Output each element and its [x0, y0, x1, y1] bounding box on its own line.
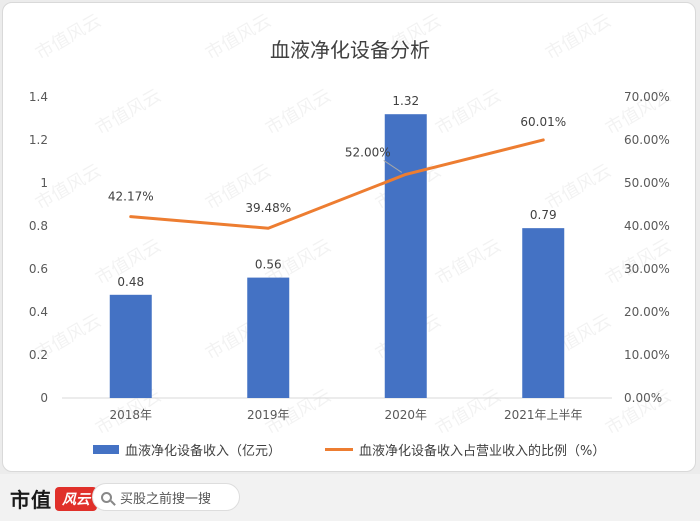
watermark-text: 市值风云 — [92, 85, 165, 139]
x-tick-label: 2019年 — [247, 408, 290, 422]
y-left-tick-label: 1.2 — [29, 133, 48, 147]
bar — [247, 277, 290, 398]
y-left-tick-label: 0.6 — [29, 262, 48, 276]
y-right-tick-label: 70.00% — [624, 90, 670, 104]
bar — [109, 294, 152, 398]
legend-label-ratio: 血液净化设备收入占营业收入的比例（%） — [359, 444, 606, 459]
watermark-text: 市值风云 — [432, 85, 505, 139]
brand-mark: 风云 — [55, 486, 97, 511]
y-right-tick-label: 20.00% — [624, 305, 670, 319]
bar-value-label: 1.32 — [392, 94, 419, 108]
line-series — [129, 138, 545, 230]
line-value-label: 60.01% — [520, 115, 566, 129]
y-left-tick-label: 0.4 — [29, 305, 48, 319]
y-right-tick-label: 10.00% — [624, 348, 670, 362]
bar-value-label: 0.56 — [255, 258, 282, 272]
brand-logo[interactable]: 市值 风云 — [10, 484, 97, 513]
y-right-tick-label: 60.00% — [624, 133, 670, 147]
y-left-tick-label: 1.4 — [29, 90, 48, 104]
y-right-tick-label: 40.00% — [624, 219, 670, 233]
chart-title: 血液净化设备分析 — [270, 38, 430, 62]
line-value-label: 52.00% — [345, 145, 391, 159]
watermark-text: 市值风云 — [32, 10, 105, 64]
watermark-text: 市值风云 — [262, 85, 335, 139]
search-box[interactable]: 买股之前搜一搜 — [92, 483, 240, 511]
watermark-text: 市值风云 — [542, 160, 615, 214]
x-tick-label: 2020年 — [384, 408, 427, 422]
legend-item-revenue: 血液净化设备收入（亿元） — [93, 440, 281, 459]
search-placeholder: 买股之前搜一搜 — [120, 491, 212, 507]
x-tick-label: 2021年上半年 — [504, 408, 583, 422]
line-value-label: 39.48% — [245, 201, 291, 215]
watermark-text: 市值风云 — [202, 10, 275, 64]
bar — [522, 228, 565, 398]
y-left-tick-label: 0.2 — [29, 348, 48, 362]
brand-text: 市值 — [10, 488, 52, 512]
line-value-label: 42.17% — [108, 190, 154, 204]
watermark-text: 市值风云 — [372, 10, 445, 64]
footer-bar: 市值 风云 买股之前搜一搜 — [0, 474, 700, 521]
x-tick-label: 2018年 — [109, 408, 152, 422]
bar-value-label: 0.48 — [117, 275, 144, 289]
legend-label-revenue: 血液净化设备收入（亿元） — [125, 444, 282, 459]
watermark-text: 市值风云 — [432, 235, 505, 289]
y-right-tick-label: 30.00% — [624, 262, 670, 276]
watermark-text: 市值风云 — [542, 10, 615, 64]
legend-item-ratio: 血液净化设备收入占营业收入的比例（%） — [325, 440, 605, 459]
bar — [384, 114, 427, 398]
y-left-tick-label: 1 — [40, 176, 48, 190]
legend-swatch-bar — [93, 445, 119, 454]
y-left-tick-label: 0 — [40, 391, 48, 405]
y-left-tick-label: 0.8 — [29, 219, 48, 233]
y-right-tick-label: 50.00% — [624, 176, 670, 190]
watermark-text: 市值风云 — [432, 385, 505, 439]
legend-swatch-line — [325, 448, 353, 451]
search-icon — [101, 491, 112, 503]
label-leader-line — [383, 159, 403, 173]
y-right-tick-label: 0.00% — [624, 391, 662, 405]
bar-value-label: 0.79 — [530, 208, 557, 222]
